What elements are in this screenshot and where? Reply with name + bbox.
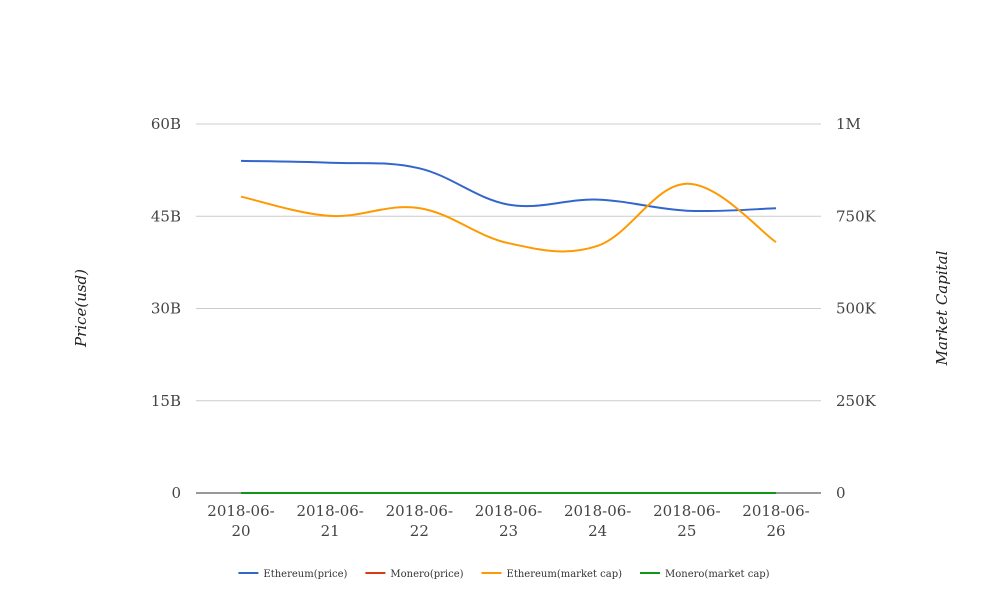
legend-label-monero-market-cap: Monero(market cap) [665, 569, 770, 580]
left-tick-label: 45B [151, 207, 181, 225]
x-axis-ticks: 2018-06-20 2018-06-21 2018-06-22 2018-06-23… [207, 502, 809, 540]
gridlines [196, 123, 821, 402]
x-tick-label: 2018-06-23 [475, 502, 542, 540]
left-axis-ticks: 0 15B 30B 45B 60B [151, 115, 181, 502]
legend-label-monero-price: Monero(price) [390, 569, 463, 580]
right-tick-label: 1M [836, 115, 861, 133]
legend-label-ethereum-price: Ethereum(price) [263, 569, 347, 580]
series-lines [240, 159, 777, 495]
left-tick-label: 0 [171, 484, 181, 502]
right-tick-label: 750K [836, 207, 877, 225]
x-tick-label: 2018-06-25 [653, 502, 720, 540]
left-tick-label: 60B [151, 115, 181, 133]
x-tick-label: 2018-06-24 [564, 502, 631, 540]
legend: Ethereum(price) Monero(price) Ethereum(mar… [238, 569, 770, 580]
x-tick-label: 2018-06-26 [742, 502, 809, 540]
right-tick-label: 500K [836, 300, 877, 318]
right-tick-label: 250K [836, 392, 877, 410]
x-tick-label: 2018-06-22 [386, 502, 453, 540]
series-line-ethereum-price [240, 159, 777, 213]
right-axis-title: Market Capital [933, 250, 951, 366]
left-tick-label: 15B [151, 392, 181, 410]
legend-label-ethereum-market-cap: Ethereum(market cap) [507, 569, 623, 580]
left-axis-title: Price(usd) [72, 269, 90, 348]
left-tick-label: 30B [151, 300, 181, 318]
x-tick-label: 2018-06-21 [296, 502, 363, 540]
x-tick-label: 2018-06-20 [207, 502, 274, 540]
right-axis-ticks: 0 250K 500K 750K 1M [836, 115, 877, 502]
right-tick-label: 0 [836, 484, 846, 502]
series-line-ethereum-market-cap [240, 182, 777, 253]
